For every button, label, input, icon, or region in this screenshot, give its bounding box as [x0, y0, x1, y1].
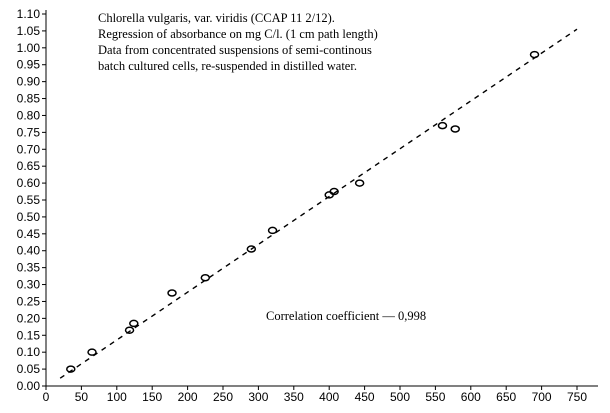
data-point: [267, 226, 278, 235]
y-tick-label: 0.35: [17, 261, 41, 275]
x-tick-label: 450: [355, 390, 375, 404]
data-point: [529, 50, 540, 59]
annotation-line-3: Data from concentrated suspensions of se…: [98, 43, 372, 57]
y-tick-label: 0.10: [17, 345, 41, 359]
x-tick-label: 650: [496, 390, 516, 404]
y-tick-label: 0.75: [17, 125, 41, 139]
y-tick-label: 0.85: [17, 92, 41, 106]
annotation-line-4: batch cultured cells, re-suspended in di…: [98, 59, 357, 73]
x-tick-label: 750: [567, 390, 587, 404]
x-tick-label: 600: [461, 390, 481, 404]
data-point: [200, 274, 211, 282]
x-tick-label: 700: [532, 390, 552, 404]
y-tick-label: 0.55: [17, 193, 41, 207]
data-point: [124, 326, 135, 334]
y-tick-label: 0.05: [17, 362, 41, 376]
plot-area: 0.00 0.05 0.10 0.15 0.20 0.25 0.30 0.35 0.40 0.45…: [17, 7, 598, 404]
x-axis-ticks: 0 50 100 150 200 250 300 350 400 450 500 550 600 650 7…: [43, 386, 587, 404]
annotation-line-1: Chlorella vulgaris, var. viridis (CCAP 1…: [98, 11, 335, 25]
data-point: [129, 319, 139, 328]
y-tick-label: 1.05: [17, 24, 41, 38]
annotation-line-2: Regression of absorbance on mg C/l. (1 c…: [98, 27, 378, 41]
y-tick-label: 0.40: [17, 244, 41, 258]
y-tick-label: 0.25: [17, 294, 41, 308]
x-tick-label: 0: [43, 390, 50, 404]
x-tick-label: 150: [142, 390, 162, 404]
y-tick-label: 0.80: [17, 108, 41, 122]
data-point: [329, 187, 339, 196]
y-axis-ticks: 0.00 0.05 0.10 0.15 0.20 0.25 0.30 0.35 0.40 0.45…: [17, 7, 46, 393]
y-tick-label: 0.50: [17, 210, 41, 224]
x-tick-label: 200: [178, 390, 198, 404]
x-tick-label: 100: [107, 390, 127, 404]
y-tick-label: 0.65: [17, 159, 41, 173]
annotation-block: Chlorella vulgaris, var. viridis (CCAP 1…: [98, 11, 426, 323]
y-tick-label: 0.90: [17, 75, 41, 89]
x-tick-label: 50: [75, 390, 89, 404]
y-tick-label: 0.15: [17, 328, 41, 342]
data-point: [354, 179, 365, 187]
x-tick-label: 550: [425, 390, 445, 404]
y-tick-label: 0.70: [17, 142, 41, 156]
y-tick-label: 0.60: [17, 176, 41, 190]
y-tick-label: 0.00: [17, 379, 41, 393]
data-point: [66, 365, 76, 373]
x-tick-label: 500: [390, 390, 410, 404]
y-tick-label: 0.95: [17, 58, 41, 72]
x-tick-label: 400: [319, 390, 339, 404]
data-point: [167, 289, 177, 297]
data-point: [246, 245, 257, 253]
y-tick-label: 1.10: [17, 7, 41, 21]
x-tick-label: 250: [213, 390, 233, 404]
y-tick-label: 1.00: [17, 41, 41, 55]
x-tick-label: 350: [284, 390, 304, 404]
data-point: [87, 348, 97, 356]
data-point: [437, 121, 448, 130]
y-tick-label: 0.45: [17, 227, 41, 241]
regression-line: [59, 28, 578, 379]
data-point: [450, 125, 460, 133]
y-tick-label: 0.30: [17, 278, 41, 292]
x-tick-label: 300: [248, 390, 268, 404]
y-tick-label: 0.20: [17, 311, 41, 325]
correlation-coefficient-label: Correlation coefficient — 0,998: [266, 309, 426, 323]
data-points: [66, 50, 540, 373]
